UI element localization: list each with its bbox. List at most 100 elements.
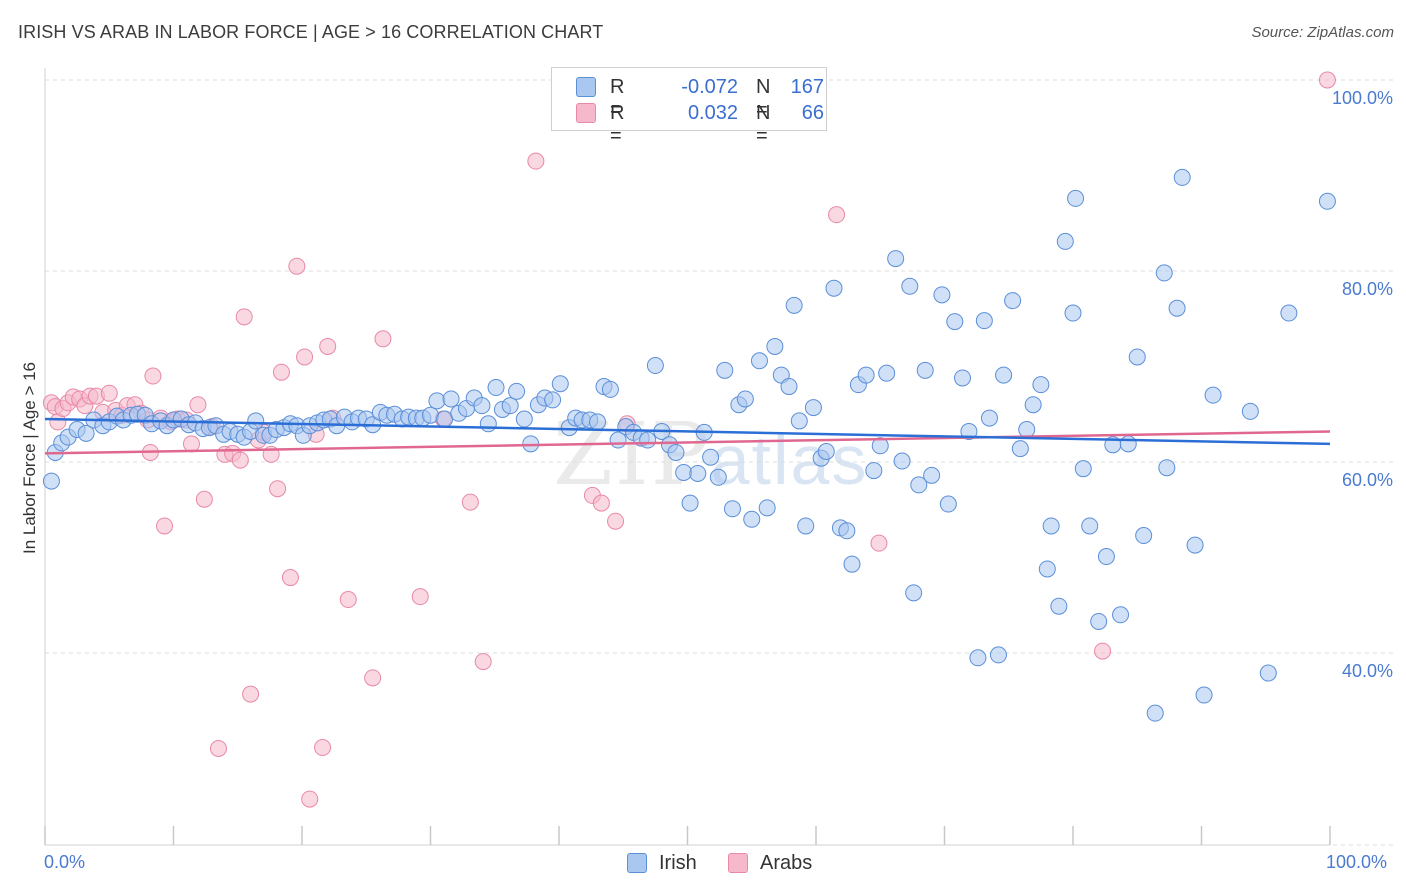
arabs-point: [288, 257, 306, 275]
irish-point: [871, 437, 889, 455]
irish-points: [42, 168, 1336, 722]
arabs-point: [527, 152, 545, 170]
irish-point: [479, 415, 497, 433]
y-tick-label: 40.0%: [1342, 661, 1393, 681]
irish-point: [1112, 606, 1130, 624]
irish-point: [1011, 440, 1029, 458]
irish-point: [501, 397, 519, 415]
irish-point: [508, 382, 526, 400]
irish-point: [758, 499, 776, 517]
irish-point: [750, 352, 768, 370]
irish-point: [551, 375, 569, 393]
trend-lines: [44, 417, 1331, 455]
arabs-point: [195, 490, 213, 508]
arabs-point: [235, 308, 253, 326]
arabs-legend-swatch: [728, 853, 748, 873]
irish-point: [1081, 517, 1099, 535]
irish-point: [544, 391, 562, 409]
arabs-point: [189, 396, 207, 414]
irish-point: [1204, 386, 1222, 404]
irish-point: [247, 412, 265, 430]
chart-title: IRISH VS ARAB IN LABOR FORCE | AGE > 16 …: [18, 22, 604, 42]
irish-point: [969, 649, 987, 667]
irish-point: [743, 510, 761, 528]
arabs-point: [296, 348, 314, 366]
irish-swatch: [576, 77, 596, 97]
irish-point: [1280, 304, 1298, 322]
irish-point: [857, 366, 875, 384]
irish-point: [487, 379, 505, 397]
irish-point: [1032, 376, 1050, 394]
irish-point: [804, 399, 822, 417]
irish-point: [515, 410, 533, 428]
irish-point: [675, 464, 693, 482]
irish-point: [939, 495, 957, 513]
x-tick-label-max: 100.0%: [1326, 852, 1388, 872]
irish-legend-label: Irish: [659, 852, 697, 874]
arabs-point: [144, 367, 162, 385]
irish-point: [422, 406, 439, 424]
irish-point: [589, 413, 607, 431]
irish-point: [601, 380, 619, 398]
arabs-point: [319, 337, 337, 355]
irish-point: [817, 442, 835, 460]
irish-point: [843, 555, 861, 573]
arabs-point: [314, 739, 332, 757]
arabs-point: [281, 569, 299, 587]
irish-point: [442, 390, 460, 408]
arabs-point: [461, 493, 479, 511]
irish-point: [825, 279, 843, 297]
irish-point: [1067, 189, 1085, 207]
arabs-point: [364, 669, 382, 687]
irish-point: [1004, 292, 1022, 310]
irish-point: [646, 357, 664, 375]
irish-point: [923, 466, 941, 484]
irish-point: [1146, 704, 1164, 722]
arabs-swatch: [576, 103, 596, 123]
irish-point: [702, 448, 720, 466]
irish-point: [473, 397, 491, 415]
irish-point: [1168, 299, 1186, 317]
irish-point: [960, 422, 978, 440]
n-label: N =: [756, 102, 771, 147]
n-value: 66: [801, 102, 824, 124]
arabs-point: [301, 790, 319, 808]
arabs-point: [411, 588, 429, 606]
arabs-legend-label: Arabs: [760, 852, 813, 874]
irish-point: [905, 584, 923, 602]
irish-point: [1050, 597, 1068, 615]
irish-point: [1158, 459, 1176, 477]
irish-point: [1119, 435, 1137, 453]
irish-point: [785, 296, 803, 314]
irish-point: [893, 452, 911, 470]
irish-point: [946, 313, 964, 331]
irish-point: [865, 462, 883, 480]
irish-point: [77, 424, 95, 442]
irish-point: [436, 410, 454, 428]
irish-point: [953, 369, 971, 387]
irish-point: [797, 517, 815, 535]
irish-point: [639, 431, 657, 449]
irish-point: [1042, 517, 1060, 535]
arabs-point: [1094, 642, 1112, 660]
arabs-point: [870, 534, 888, 552]
irish-point: [1038, 560, 1056, 578]
irish-point: [716, 361, 734, 379]
irish-point: [790, 412, 808, 430]
irish-point: [709, 468, 727, 486]
source-note: Source: ZipAtlas.com: [1251, 24, 1394, 41]
y-tick-label: 80.0%: [1342, 279, 1393, 299]
r-value: -0.072: [681, 76, 738, 98]
irish-point: [1090, 612, 1108, 630]
irish-point: [901, 277, 919, 295]
irish-point: [1128, 348, 1146, 366]
irish-point: [878, 364, 896, 382]
irish-legend-swatch: [627, 853, 647, 873]
arabs-point: [592, 494, 610, 512]
irish-point: [838, 522, 856, 540]
correlation-legend: R = -0.072 N = 167 R = 0.032 N = 66: [551, 67, 827, 147]
arabs-trend-line: [44, 430, 1331, 455]
y-tick-label: 60.0%: [1342, 470, 1393, 490]
arabs-point: [231, 451, 249, 469]
arabs-point: [374, 330, 392, 348]
